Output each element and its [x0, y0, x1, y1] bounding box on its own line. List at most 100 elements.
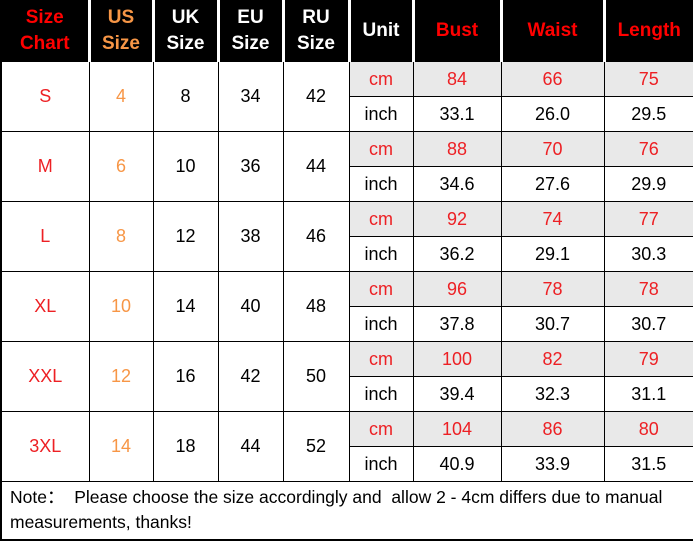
- ru-size-value: 52: [282, 411, 350, 482]
- unit-inch-label: inch: [348, 96, 414, 132]
- column-header-size-chart: Size Chart: [0, 0, 91, 62]
- uk-size-value: 8: [152, 60, 219, 132]
- bust-cm-value: 96: [412, 271, 502, 307]
- bust-inch-value: 34.6: [412, 166, 502, 202]
- bust-cm-value: 88: [412, 131, 502, 167]
- bust-inch-value: 40.9: [412, 446, 502, 482]
- table-row-s-cm: S 4 8 34 42 cm 84 66 75: [0, 60, 693, 132]
- ru-size-value: 48: [282, 271, 350, 342]
- length-cm-value: 80: [603, 411, 693, 447]
- length-inch-value: 30.3: [603, 236, 693, 272]
- unit-cm-label: cm: [348, 341, 414, 377]
- length-cm-value: 78: [603, 271, 693, 307]
- table-row-m-cm: M 6 10 36 44 cm 88 70 76: [0, 131, 693, 202]
- length-inch-value: 31.1: [603, 376, 693, 412]
- length-inch-value: 29.5: [603, 96, 693, 132]
- unit-inch-label: inch: [348, 166, 414, 202]
- size-label: XXL: [0, 341, 90, 412]
- eu-size-value: 40: [217, 271, 284, 342]
- uk-size-value: 14: [152, 271, 219, 342]
- column-header-uk-size: UK Size: [152, 0, 220, 62]
- length-cm-value: 76: [603, 131, 693, 167]
- waist-cm-value: 66: [500, 60, 605, 97]
- us-size-value: 4: [88, 60, 154, 132]
- size-label: 3XL: [0, 411, 90, 482]
- table-row-s-inch: inch 33.1 26.0 29.5: [1, 96, 693, 132]
- header-row: Size Chart US Size UK Size EU Size RU Si…: [0, 0, 693, 62]
- uk-size-value: 12: [152, 201, 219, 272]
- column-header-unit: Unit: [348, 0, 415, 62]
- waist-inch-value: 33.9: [500, 446, 605, 482]
- column-header-eu-size: EU Size: [217, 0, 285, 62]
- uk-size-value: 16: [152, 341, 219, 412]
- column-header-waist: Waist: [500, 0, 606, 62]
- length-cm-value: 79: [603, 341, 693, 377]
- table-row-l-cm: L 8 12 38 46 cm 92 74 77: [0, 201, 693, 272]
- table-row-xl-cm: XL 10 14 40 48 cm 96 78 78: [0, 271, 693, 342]
- us-size-value: 8: [88, 201, 154, 272]
- eu-size-value: 42: [217, 341, 284, 412]
- size-label: XL: [0, 271, 90, 342]
- waist-inch-value: 32.3: [500, 376, 605, 412]
- us-size-value: 12: [88, 341, 154, 412]
- table-row-3xl-inch: inch 40.9 33.9 31.5: [1, 446, 693, 482]
- waist-inch-value: 27.6: [500, 166, 605, 202]
- length-cm-value: 77: [603, 201, 693, 237]
- size-label: L: [0, 201, 90, 272]
- ru-size-value: 50: [282, 341, 350, 412]
- unit-cm-label: cm: [348, 131, 414, 167]
- waist-cm-value: 70: [500, 131, 605, 167]
- us-size-value: 6: [88, 131, 154, 202]
- unit-cm-label: cm: [348, 411, 414, 447]
- unit-inch-label: inch: [348, 306, 414, 342]
- bust-inch-value: 39.4: [412, 376, 502, 412]
- bust-inch-value: 36.2: [412, 236, 502, 272]
- table-row-3xl-cm: 3XL 14 18 44 52 cm 104 86 80: [0, 411, 693, 482]
- unit-inch-label: inch: [348, 376, 414, 412]
- unit-cm-label: cm: [348, 60, 414, 97]
- bust-cm-value: 92: [412, 201, 502, 237]
- length-inch-value: 30.7: [603, 306, 693, 342]
- note-text: Note： Please choose the size accordingly…: [0, 480, 693, 541]
- bust-cm-value: 84: [412, 60, 502, 97]
- ru-size-value: 46: [282, 201, 350, 272]
- size-label: S: [0, 60, 90, 132]
- table-row-xl-inch: inch 37.8 30.7 30.7: [1, 306, 693, 342]
- bust-inch-value: 33.1: [412, 96, 502, 132]
- uk-size-value: 10: [152, 131, 219, 202]
- length-cm-value: 75: [603, 60, 693, 97]
- ru-size-value: 44: [282, 131, 350, 202]
- unit-cm-label: cm: [348, 271, 414, 307]
- bust-inch-value: 37.8: [412, 306, 502, 342]
- eu-size-value: 38: [217, 201, 284, 272]
- unit-inch-label: inch: [348, 446, 414, 482]
- table-row-m-inch: inch 34.6 27.6 29.9: [1, 166, 693, 202]
- size-label: M: [0, 131, 90, 202]
- waist-inch-value: 29.1: [500, 236, 605, 272]
- uk-size-value: 18: [152, 411, 219, 482]
- us-size-value: 10: [88, 271, 154, 342]
- length-inch-value: 29.9: [603, 166, 693, 202]
- waist-inch-value: 26.0: [500, 96, 605, 132]
- eu-size-value: 34: [217, 60, 284, 132]
- length-inch-value: 31.5: [603, 446, 693, 482]
- bust-cm-value: 100: [412, 341, 502, 377]
- table-row-xxl-cm: XXL 12 16 42 50 cm 100 82 79: [0, 341, 693, 412]
- table-row-l-inch: inch 36.2 29.1 30.3: [1, 236, 693, 272]
- column-header-length: Length: [603, 0, 693, 62]
- waist-cm-value: 86: [500, 411, 605, 447]
- column-header-ru-size: RU Size: [282, 0, 351, 62]
- unit-inch-label: inch: [348, 236, 414, 272]
- eu-size-value: 36: [217, 131, 284, 202]
- table-row-xxl-inch: inch 39.4 32.3 31.1: [1, 376, 693, 412]
- unit-cm-label: cm: [348, 201, 414, 237]
- us-size-value: 14: [88, 411, 154, 482]
- bust-cm-value: 104: [412, 411, 502, 447]
- eu-size-value: 44: [217, 411, 284, 482]
- waist-cm-value: 82: [500, 341, 605, 377]
- ru-size-value: 42: [282, 60, 350, 132]
- waist-inch-value: 30.7: [500, 306, 605, 342]
- note-row: Note： Please choose the size accordingly…: [0, 480, 693, 541]
